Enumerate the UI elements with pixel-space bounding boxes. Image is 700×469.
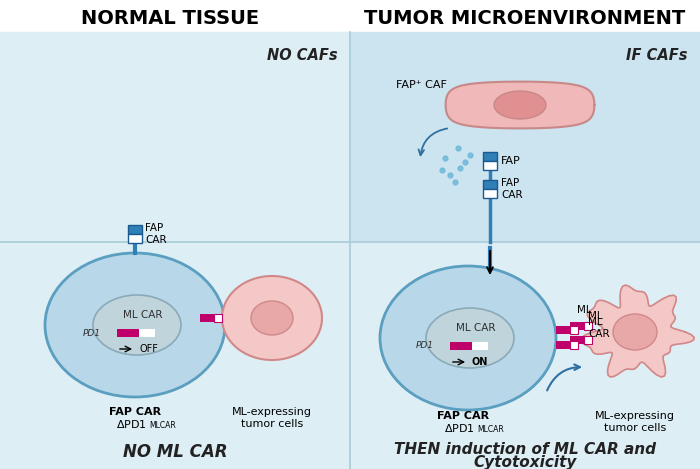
Ellipse shape <box>251 301 293 335</box>
Text: ML: ML <box>588 311 603 321</box>
Bar <box>483 180 497 189</box>
Text: MLCAR: MLCAR <box>149 421 176 430</box>
Text: ML
CAR: ML CAR <box>588 317 610 339</box>
Text: OFF: OFF <box>139 344 158 354</box>
Bar <box>117 329 139 337</box>
Bar <box>483 152 497 161</box>
Text: $\Delta$PD1: $\Delta$PD1 <box>444 422 475 434</box>
Text: ON: ON <box>472 357 489 367</box>
Bar <box>139 329 155 337</box>
Ellipse shape <box>613 314 657 350</box>
Bar <box>128 225 142 234</box>
Text: FAP⁺ CAF: FAP⁺ CAF <box>396 80 447 90</box>
Bar <box>570 322 584 330</box>
Bar <box>483 189 497 198</box>
Ellipse shape <box>426 308 514 368</box>
Bar <box>570 326 578 334</box>
Text: FAP: FAP <box>501 156 521 166</box>
Text: tumor cells: tumor cells <box>241 419 303 429</box>
Text: FAP
CAR: FAP CAR <box>145 223 167 245</box>
Ellipse shape <box>380 266 556 410</box>
Polygon shape <box>580 285 694 377</box>
Bar <box>200 314 214 322</box>
Text: NORMAL TISSUE: NORMAL TISSUE <box>81 8 259 28</box>
Text: ML-expressing: ML-expressing <box>595 411 675 421</box>
Text: ML: ML <box>577 305 592 315</box>
Bar <box>472 342 488 350</box>
Bar <box>0 32 350 469</box>
Text: tumor cells: tumor cells <box>604 423 666 433</box>
Text: $\Delta$PD1: $\Delta$PD1 <box>116 418 146 430</box>
Bar <box>584 336 592 344</box>
Bar <box>556 341 570 349</box>
Text: Cytotoxicity: Cytotoxicity <box>473 454 577 469</box>
Bar <box>570 336 584 344</box>
Bar <box>214 314 222 322</box>
Text: NO CAFs: NO CAFs <box>267 47 338 62</box>
Bar <box>450 342 472 350</box>
Bar <box>584 322 592 330</box>
Polygon shape <box>446 82 594 129</box>
Text: ML-expressing: ML-expressing <box>232 407 312 417</box>
Ellipse shape <box>494 91 546 119</box>
Text: NO ML CAR: NO ML CAR <box>122 443 228 461</box>
Text: FAP CAR: FAP CAR <box>437 411 489 421</box>
Ellipse shape <box>45 253 225 397</box>
Text: FAP
CAR: FAP CAR <box>501 178 523 200</box>
Text: PD1: PD1 <box>83 328 101 338</box>
Text: IF CAFs: IF CAFs <box>626 47 688 62</box>
Text: MLCAR: MLCAR <box>477 425 504 434</box>
Text: ML CAR: ML CAR <box>456 323 496 333</box>
Ellipse shape <box>222 276 322 360</box>
Text: THEN induction of ML CAR and: THEN induction of ML CAR and <box>394 442 656 457</box>
Text: ML CAR: ML CAR <box>123 310 162 320</box>
Text: FAP CAR: FAP CAR <box>109 407 161 417</box>
Text: TUMOR MICROENVIRONMENT: TUMOR MICROENVIRONMENT <box>365 8 685 28</box>
Bar <box>350 242 700 469</box>
Text: PD1: PD1 <box>416 341 434 350</box>
Bar <box>128 234 142 243</box>
Ellipse shape <box>93 295 181 355</box>
Bar <box>350 32 700 242</box>
Bar <box>483 161 497 170</box>
Bar <box>0 0 700 32</box>
Bar <box>556 326 570 334</box>
Bar <box>570 341 578 349</box>
